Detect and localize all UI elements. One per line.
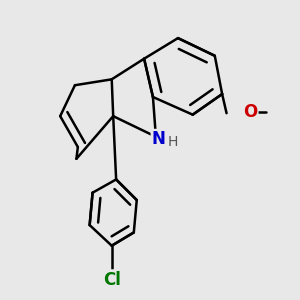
Text: N: N [152,130,166,148]
Text: Cl: Cl [103,271,121,289]
Text: O: O [243,103,257,121]
Text: H: H [168,135,178,149]
